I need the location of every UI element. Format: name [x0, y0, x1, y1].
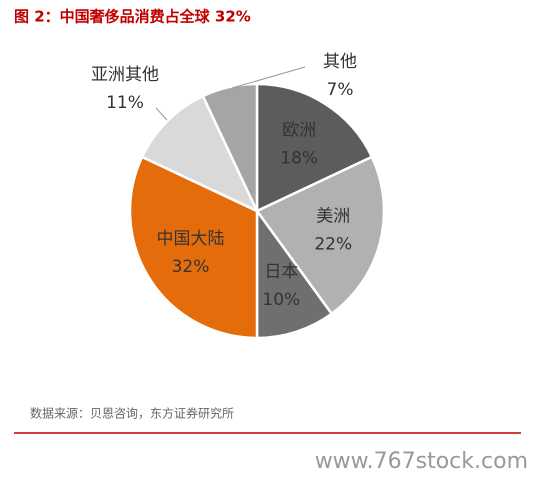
chart-title: 图 2：中国奢侈品消费占全球 32% — [14, 8, 251, 26]
pie-slice — [255, 155, 386, 316]
watermark: www.767stock.com — [315, 449, 528, 474]
slice-label: 日本 — [264, 262, 298, 282]
pie-slice — [201, 82, 259, 212]
value-label: 10% — [262, 290, 300, 310]
value-label: 11% — [106, 93, 144, 113]
pie-slice — [255, 82, 374, 213]
slice-label: 中国大陆 — [157, 229, 225, 249]
pie-slice — [255, 207, 334, 340]
slice-label: 美洲 — [316, 207, 350, 227]
pie-slice — [140, 94, 260, 214]
source: 数据来源：贝恩咨询，东方证券研究所 — [30, 406, 234, 421]
value-label: 22% — [314, 235, 352, 255]
value-label: 18% — [280, 149, 318, 169]
value-label: 7% — [327, 80, 354, 100]
value-label: 32% — [172, 257, 210, 277]
slice-label: 其他 — [323, 52, 357, 72]
leader-line — [231, 66, 306, 89]
slice-label: 欧洲 — [282, 121, 316, 141]
slice-label: 亚洲其他 — [91, 65, 159, 85]
leader-line — [155, 107, 168, 121]
pie-slice — [128, 155, 259, 340]
